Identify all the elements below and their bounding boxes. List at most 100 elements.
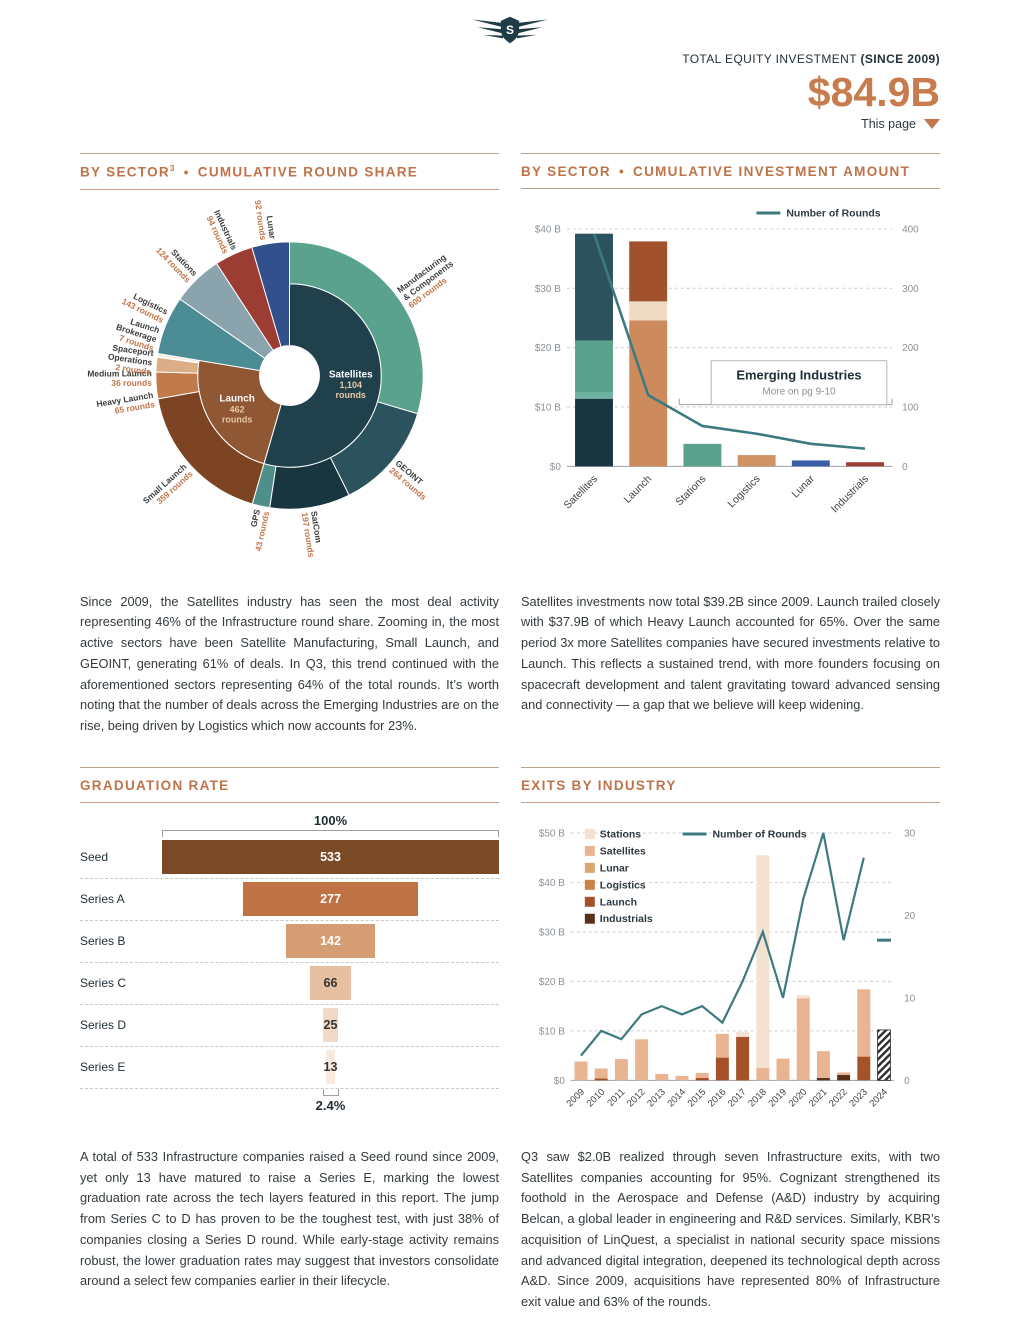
legend-label: Stations xyxy=(600,829,641,840)
bar-segment xyxy=(857,1056,871,1081)
svg-text:$40 B: $40 B xyxy=(539,878,565,889)
funnel-stage-label: Seed xyxy=(80,850,109,865)
funnel-value: 142 xyxy=(320,934,341,949)
svg-text:100: 100 xyxy=(902,403,919,414)
svg-text:2019: 2019 xyxy=(766,1086,789,1109)
svg-text:Emerging Industries: Emerging Industries xyxy=(736,368,861,383)
graduation-funnel-chart: 100% Seed 533 Series A 277 Series B 142 Series… xyxy=(80,813,499,1113)
svg-text:2023: 2023 xyxy=(847,1086,870,1109)
svg-text:2016: 2016 xyxy=(706,1086,729,1109)
donut-label: GPS43 rounds xyxy=(244,508,272,552)
graduation-body: A total of 533 Infrastructure companies … xyxy=(80,1148,499,1289)
rounds-line xyxy=(592,233,866,450)
donut-label: Industrials94 rounds xyxy=(204,208,240,255)
donut-label: SatCom197 rounds xyxy=(300,510,326,558)
bracket-line xyxy=(322,1088,339,1096)
svg-text:Stations: Stations xyxy=(674,474,709,509)
svg-text:2015: 2015 xyxy=(686,1086,709,1109)
svg-text:Logistics: Logistics xyxy=(726,474,763,511)
legend-swatch xyxy=(584,913,595,924)
svg-text:30: 30 xyxy=(904,828,916,839)
donut-label: SpaceportOperations2 rounds xyxy=(106,342,155,377)
section-header: GRADUATION RATE xyxy=(80,766,499,803)
section-header: BY SECTOR3 • CUMULATIVE ROUND SHARE xyxy=(80,153,499,190)
bar-segment xyxy=(635,1038,649,1081)
brand-logo: S xyxy=(472,16,548,44)
legend-swatch xyxy=(584,879,595,890)
legend-label: Lunar xyxy=(600,863,629,874)
svg-text:10: 10 xyxy=(904,993,916,1004)
svg-text:2021: 2021 xyxy=(807,1086,830,1109)
section-exits: EXITS BY INDUSTRY $0 $10 B $20 B $30 B $40 B… xyxy=(521,766,940,1131)
svg-text:$40 B: $40 B xyxy=(535,224,561,235)
legend-label: Satellites xyxy=(600,846,646,857)
total-investment-kicker: TOTAL EQUITY INVESTMENT (SINCE 2009) xyxy=(682,52,940,66)
funnel-bar xyxy=(322,1008,339,1043)
section-header: EXITS BY INDUSTRY xyxy=(521,766,940,803)
bar-segment xyxy=(655,1073,669,1081)
legend-swatch xyxy=(584,828,595,839)
donut-label: Lunar92 rounds xyxy=(253,198,278,242)
funnel-top-bracket: 100% xyxy=(162,813,499,837)
section-header: BY SECTOR • CUMULATIVE INVESTMENT AMOUNT xyxy=(521,153,940,190)
bar-segment xyxy=(776,1058,790,1081)
svg-text:$50 B: $50 B xyxy=(539,828,565,839)
bar-segment xyxy=(695,1072,709,1078)
bar-segment xyxy=(575,340,613,393)
legend-swatch xyxy=(584,845,595,856)
header-totals: TOTAL EQUITY INVESTMENT (SINCE 2009) $84… xyxy=(80,52,940,131)
section-title: BY SECTOR3 • CUMULATIVE ROUND SHARE xyxy=(80,164,499,180)
funnel-row: Series E 13 xyxy=(80,1047,499,1089)
funnel-value: 533 xyxy=(320,850,341,865)
svg-text:$30 B: $30 B xyxy=(535,284,561,295)
funnel-bar xyxy=(162,840,499,875)
legend-label: Logistics xyxy=(600,880,646,891)
svg-text:Lunar: Lunar xyxy=(790,473,817,500)
title-main: BY SECTOR xyxy=(80,164,170,180)
section-graduation: GRADUATION RATE 100% Seed 533 Series A 277 S… xyxy=(80,766,499,1131)
legend-swatch xyxy=(584,862,595,873)
svg-text:More on pg 9-10: More on pg 9-10 xyxy=(762,387,836,398)
svg-text:2014: 2014 xyxy=(665,1086,688,1109)
bar-segment xyxy=(594,1078,608,1081)
svg-text:2018: 2018 xyxy=(746,1086,769,1109)
funnel-row: Seed 533 xyxy=(80,837,499,879)
svg-text:$10 B: $10 B xyxy=(535,403,561,414)
svg-text:200: 200 xyxy=(902,343,919,354)
round-share-donut-chart: Manufacturing& Components600 rounds GEOIN… xyxy=(87,198,455,558)
funnel-stage-label: Series A xyxy=(80,892,125,907)
emerging-industries-annotation xyxy=(710,360,888,406)
total-investment-value: $84.9B xyxy=(807,69,940,115)
funnel-stage-label: Series B xyxy=(80,934,126,949)
section-title: EXITS BY INDUSTRY xyxy=(521,777,677,793)
bar-segment xyxy=(683,443,722,467)
funnel-row: Series D 25 xyxy=(80,1005,499,1047)
rounds-legend-label: Number of Rounds xyxy=(786,209,880,220)
bar-segment xyxy=(614,1058,628,1081)
hatched-projection-bar xyxy=(877,1029,891,1081)
svg-text:2009: 2009 xyxy=(564,1086,587,1109)
bar-segment xyxy=(629,241,668,302)
title-rest: CUMULATIVE ROUND SHARE xyxy=(197,164,419,180)
funnel-stage-label: Series E xyxy=(80,1060,126,1075)
bar-segment xyxy=(791,460,830,467)
donut-center-label: Satellites 1,104 rounds xyxy=(329,369,373,400)
funnel-value: 66 xyxy=(323,976,338,991)
bracket-line xyxy=(162,829,499,837)
svg-text:$10 B: $10 B xyxy=(539,1026,565,1037)
bar-segment xyxy=(574,1061,588,1081)
funnel-bottom-bracket: 2.4% xyxy=(162,1088,499,1113)
donut-label: GEOINT264 rounds xyxy=(387,458,434,502)
bar-segment xyxy=(796,994,810,998)
section-title: GRADUATION RATE xyxy=(80,777,230,793)
legend-swatch xyxy=(584,896,595,907)
svg-text:2012: 2012 xyxy=(625,1086,648,1109)
svg-text:$30 B: $30 B xyxy=(539,927,565,938)
svg-text:2011: 2011 xyxy=(605,1086,627,1108)
svg-text:Launch: Launch xyxy=(622,474,654,506)
donut-label: Heavy Launch65 rounds xyxy=(96,389,156,418)
bar-segment xyxy=(816,1050,830,1078)
svg-text:0: 0 xyxy=(904,1076,910,1087)
svg-text:20: 20 xyxy=(904,911,916,922)
title-footnote-marker: 3 xyxy=(169,164,176,174)
